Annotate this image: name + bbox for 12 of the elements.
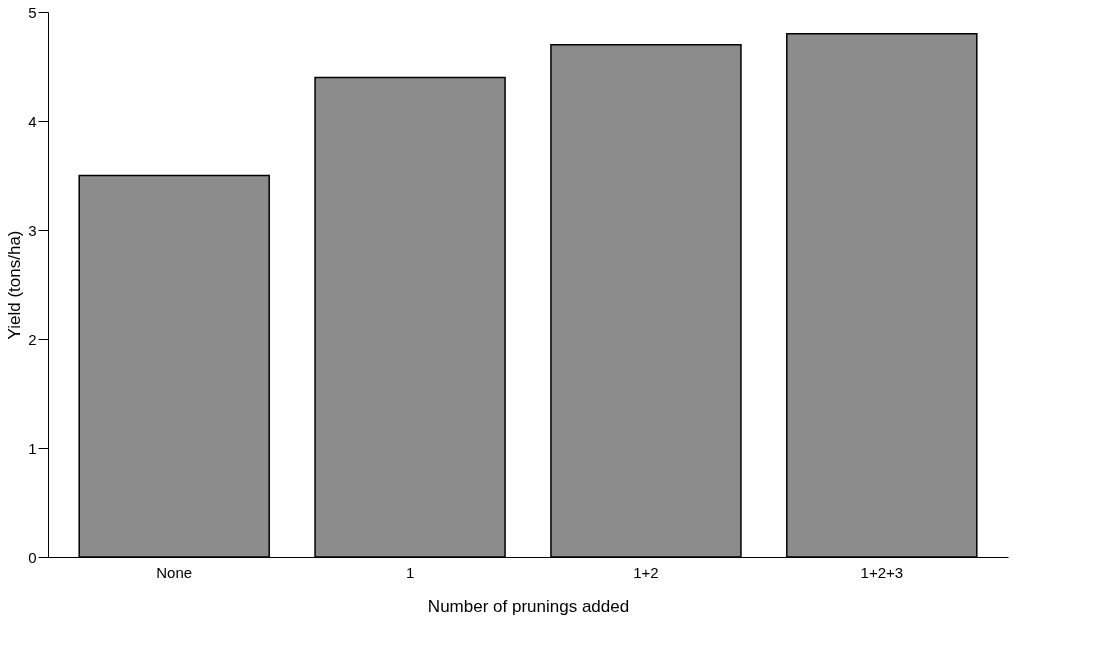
- x-tick-label: 1+2+3: [860, 563, 904, 581]
- y-tick-label: 5: [28, 3, 37, 21]
- y-tick-label: 3: [28, 221, 37, 239]
- x-tick-label: 1+2: [633, 563, 659, 581]
- x-tick-label: 1: [405, 563, 415, 581]
- y-axis-title: Yield (tons/ha): [5, 230, 25, 340]
- x-axis-title: Number of prunings added: [427, 596, 630, 616]
- x-tick-label: None: [156, 563, 193, 581]
- y-tick-label: 0: [28, 548, 37, 566]
- y-tick-label: 1: [28, 439, 37, 457]
- y-tick-label: 2: [28, 330, 37, 348]
- y-tick-label: 4: [28, 112, 37, 130]
